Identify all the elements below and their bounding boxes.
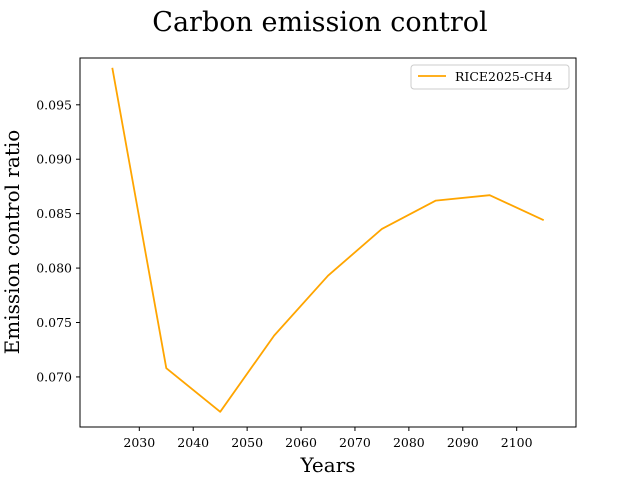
x-axis: 2030 2040 2050 2060 2070 2080 2090 2100 [123, 427, 533, 450]
x-tick-label: 2060 [285, 435, 317, 450]
y-tick-label: 0.090 [36, 152, 72, 167]
x-tick-label: 2080 [393, 435, 425, 450]
y-tick-label: 0.095 [36, 97, 72, 112]
chart-title: Carbon emission control [152, 7, 487, 38]
series-line [111, 67, 545, 413]
x-tick-label: 2070 [339, 435, 371, 450]
y-tick-label: 0.075 [36, 315, 72, 330]
y-axis-label: Emission control ratio [0, 130, 24, 355]
legend-label: RICE2025-CH4 [455, 69, 553, 84]
y-tick-label: 0.080 [36, 261, 72, 276]
y-tick-label: 0.070 [36, 369, 72, 384]
y-axis: 0.070 0.075 0.080 0.085 0.090 0.095 [36, 97, 80, 384]
series-layer [111, 67, 545, 413]
legend-box [410, 64, 570, 90]
x-axis-label: Years [299, 453, 355, 477]
x-tick-label: 2100 [501, 435, 533, 450]
x-tick-label: 2090 [447, 435, 479, 450]
legend: RICE2025-CH4 [410, 64, 570, 90]
x-tick-label: 2050 [231, 435, 263, 450]
y-tick-label: 0.085 [36, 206, 72, 221]
x-tick-label: 2040 [177, 435, 209, 450]
x-tick-label: 2030 [123, 435, 155, 450]
plot-area [79, 57, 577, 428]
